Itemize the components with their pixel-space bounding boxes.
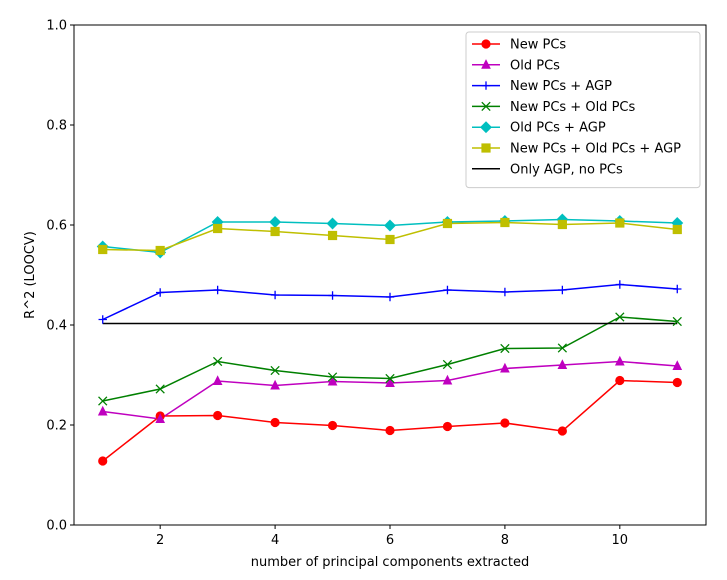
x-tick-label: 4 <box>271 533 279 548</box>
data-point <box>212 356 223 367</box>
data-point <box>270 226 280 237</box>
data-point <box>270 417 280 428</box>
legend-label: New PCs <box>510 38 566 53</box>
data-point <box>212 375 223 386</box>
data-point <box>615 218 625 228</box>
legend-marker <box>481 59 491 69</box>
data-point <box>155 384 165 394</box>
data-point <box>500 343 510 354</box>
data-point <box>385 292 395 302</box>
x-tick-label: 8 <box>501 533 509 548</box>
data-point <box>500 362 510 373</box>
legend-marker <box>481 39 491 49</box>
x-tick-label: 10 <box>612 533 629 548</box>
series-markers <box>96 213 684 466</box>
x-tick-label: 2 <box>156 533 164 548</box>
legend-marker <box>481 101 491 112</box>
data-point <box>98 244 108 255</box>
data-point <box>155 245 165 256</box>
data-point <box>443 285 452 295</box>
legend-label: New PCs + Old PCs + AGP <box>510 142 681 157</box>
data-point <box>673 284 682 294</box>
data-point <box>557 359 568 370</box>
legend-marker <box>481 81 491 90</box>
data-point <box>97 405 108 416</box>
data-point <box>614 355 625 366</box>
data-point <box>98 456 108 466</box>
data-point <box>615 312 625 322</box>
data-point <box>384 219 396 232</box>
data-point <box>385 234 395 245</box>
y-axis: 0.0 0.2 0.4 0.6 0.8 1.0 <box>46 19 74 534</box>
data-point <box>672 360 683 371</box>
data-point <box>213 285 222 295</box>
data-point <box>615 375 625 386</box>
legend-label: Only AGP, no PCs <box>510 162 623 177</box>
legend-marker <box>480 121 492 134</box>
data-point <box>270 290 280 300</box>
x-tick-label: 6 <box>386 533 394 548</box>
data-point <box>385 377 395 388</box>
data-point <box>672 224 682 235</box>
data-point <box>558 285 567 295</box>
data-point <box>385 425 395 436</box>
x-axis: 2 4 6 8 10 <box>156 525 628 548</box>
data-point <box>98 315 107 324</box>
data-point <box>213 223 223 234</box>
legend-box <box>465 31 701 189</box>
y-tick-label: 0.4 <box>46 319 67 334</box>
data-point <box>557 426 567 436</box>
legend-label: New PCs + Old PCs <box>510 100 635 115</box>
x-axis-label: number of principal components extracted <box>251 555 530 570</box>
data-point <box>500 287 510 297</box>
legend-marker <box>481 143 491 153</box>
legend: New PCs Old PCs New PCs + AGP New PCs + Old… <box>465 31 701 189</box>
data-point <box>500 217 510 228</box>
data-point <box>557 219 567 230</box>
data-point <box>557 343 568 353</box>
data-point <box>672 377 682 388</box>
y-axis-label: R^2 (LOOCV) <box>23 231 38 319</box>
data-point <box>327 230 338 241</box>
data-point <box>442 359 453 370</box>
data-point <box>155 288 165 297</box>
legend-label: Old PCs + AGP <box>510 121 606 136</box>
data-point <box>500 418 510 428</box>
data-point <box>327 375 338 386</box>
data-point <box>672 316 682 327</box>
data-point <box>385 373 395 384</box>
y-tick-label: 1.0 <box>46 19 67 34</box>
data-point <box>327 372 338 382</box>
data-point <box>327 420 338 431</box>
data-point <box>615 280 625 289</box>
y-tick-label: 0.2 <box>46 419 67 434</box>
data-point <box>270 379 280 390</box>
data-point <box>155 413 166 424</box>
y-tick-label: 0.6 <box>46 219 67 234</box>
y-tick-label: 0.0 <box>46 519 67 534</box>
data-point <box>98 396 108 406</box>
data-point <box>326 217 339 230</box>
legend-label: New PCs + AGP <box>510 79 612 94</box>
data-point <box>442 218 453 229</box>
data-point <box>328 291 337 300</box>
data-point <box>213 410 223 421</box>
data-point <box>442 421 453 432</box>
legend-label: Old PCs <box>510 58 560 73</box>
y-tick-label: 0.8 <box>46 119 67 134</box>
data-point <box>270 365 280 376</box>
data-point <box>442 374 453 385</box>
